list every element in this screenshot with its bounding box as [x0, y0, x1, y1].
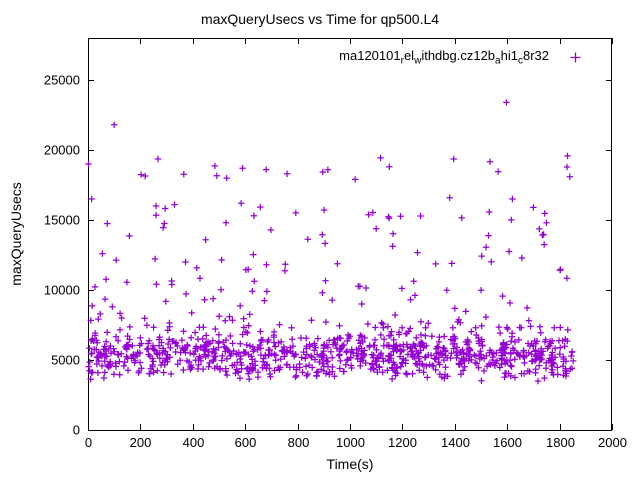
x-axis-label: Time(s)	[326, 456, 374, 472]
x-tick-label: 1400	[441, 435, 470, 450]
y-tick-label: 25000	[44, 73, 80, 88]
legend-label-segment: w	[414, 55, 422, 67]
scatter-points	[85, 99, 577, 385]
y-tick-label: 10000	[44, 283, 80, 298]
legend: ma120101relwithdbg.cz12bahi1c8r32	[339, 48, 582, 67]
x-tick-label: 400	[183, 435, 205, 450]
x-tick-label: 1000	[336, 435, 365, 450]
legend-label-segment: ma120101	[339, 48, 401, 63]
legend-label-segment: el	[403, 48, 415, 63]
ticks-layer: 0 200 400 600 800 1000 1200 1400 1600 1800 2000050…	[44, 38, 627, 450]
legend-label-segment: hi1	[500, 48, 518, 63]
x-tick-label: 800	[288, 435, 310, 450]
x-tick-label: 600	[235, 435, 257, 450]
y-tick-label: 5000	[51, 353, 80, 368]
y-tick-label: 20000	[44, 143, 80, 158]
chart-title: maxQueryUsecs vs Time for qp500.L4	[200, 11, 440, 27]
data-points-layer	[85, 99, 577, 385]
y-tick-label: 15000	[44, 213, 80, 228]
x-tick-label: 200	[130, 435, 152, 450]
legend-series-label: ma120101relwithdbg.cz12bahi1c8r32	[339, 48, 549, 67]
legend-label-segment: c	[517, 55, 523, 67]
legend-label-segment: ithdbg.cz12b	[421, 48, 496, 63]
legend-label-segment: 8r32	[522, 48, 549, 63]
y-tick-label: 0	[73, 423, 80, 438]
x-tick-label: 1600	[493, 435, 522, 450]
x-tick-label: 0	[85, 435, 92, 450]
x-tick-label: 1800	[546, 435, 575, 450]
x-tick-label: 2000	[598, 435, 627, 450]
legend-plus-marker-icon	[570, 52, 581, 63]
legend-label-segment: r	[400, 55, 404, 67]
plot-border	[88, 38, 612, 431]
x-tick-label: 1200	[388, 435, 417, 450]
legend-label-segment: a	[495, 55, 501, 67]
